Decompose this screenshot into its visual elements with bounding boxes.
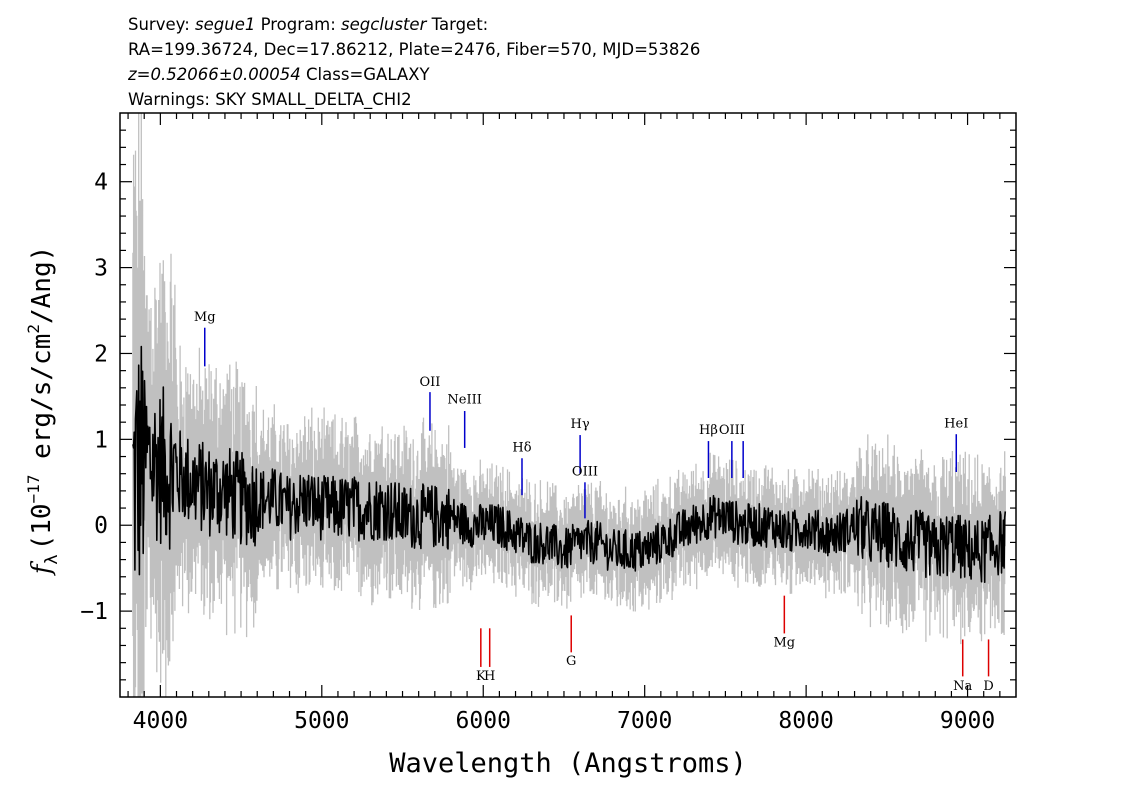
x-tick-label: 9000	[940, 708, 995, 734]
y-tick-label: 1	[94, 427, 108, 453]
y-axis-label-lambda: λ	[42, 554, 62, 564]
x-tick-label: 8000	[778, 708, 833, 734]
line-label-10: K	[476, 669, 486, 684]
line-label-9: HeI	[944, 416, 968, 431]
y-tick-label: 0	[94, 513, 108, 539]
x-tick-label: 7000	[617, 708, 672, 734]
target-label: Target:	[431, 15, 489, 34]
line-label-11: H	[484, 669, 495, 684]
class-text: Class=GALAXY	[306, 65, 430, 84]
axis-ticks	[120, 113, 1016, 697]
error-band-path	[132, 113, 1006, 697]
flux-line	[132, 345, 1007, 583]
axis-tick-labels: 4000 5000 6000 7000 8000 9000 −1 0 1 2 3 4	[80, 170, 995, 734]
redshift-value: z=0.52066±0.00054	[128, 65, 301, 84]
line-label-3: Hδ	[512, 440, 531, 455]
header-line-coordinates: RA=199.36724, Dec=17.86212, Plate=2476, …	[128, 40, 701, 59]
line-label-12: G	[566, 654, 576, 669]
error-band	[132, 113, 1006, 697]
line-label-2: NeIII	[447, 392, 481, 407]
line-label-15: D	[983, 679, 993, 694]
y-axis-label: fλ(10−17 erg/s/cm2/Ang)	[24, 246, 62, 577]
header-line-redshift: z=0.52066±0.00054 Class=GALAXY	[128, 62, 1028, 87]
y-axis-label-exp: −17	[24, 475, 43, 504]
line-label-13: Mg	[774, 635, 796, 650]
x-tick-label: 6000	[456, 708, 511, 734]
plot-header: Survey: segue1 Program: segcluster Targe…	[128, 12, 1028, 112]
y-axis-label-mid: erg/s/cm	[27, 334, 57, 475]
line-label-4: Hγ	[571, 417, 590, 432]
x-tick-label: 4000	[133, 708, 188, 734]
line-label-6: Hβ	[699, 423, 718, 438]
survey-label: Survey:	[128, 15, 190, 34]
survey-value: segue1	[195, 15, 256, 34]
line-label-7: OIII	[719, 423, 745, 438]
line-label-5: OIII	[572, 464, 598, 479]
line-label-1: OII	[419, 375, 440, 390]
header-line-warnings: Warnings: SKY SMALL_DELTA_CHI2	[128, 90, 412, 109]
header-line-survey: Survey: segue1 Program: segcluster Targe…	[128, 12, 1028, 37]
line-label-14: Na	[953, 679, 972, 694]
y-tick-label: 4	[94, 170, 108, 196]
y-axis-label-open: (10	[27, 503, 57, 550]
y-tick-label: −1	[80, 599, 108, 625]
x-axis-label: Wavelength (Angstroms)	[389, 748, 747, 779]
y-axis-label-close: /Ang)	[27, 246, 57, 324]
program-value: segcluster	[341, 15, 427, 34]
y-tick-label: 3	[94, 256, 108, 282]
program-label: Program:	[260, 15, 336, 34]
plot-frame	[119, 112, 1017, 698]
y-tick-label: 2	[94, 341, 108, 367]
y-axis-label-sq: 2	[24, 324, 43, 334]
x-tick-label: 5000	[294, 708, 349, 734]
flux-series	[132, 345, 1007, 583]
line-label-0: Mg	[194, 310, 216, 325]
